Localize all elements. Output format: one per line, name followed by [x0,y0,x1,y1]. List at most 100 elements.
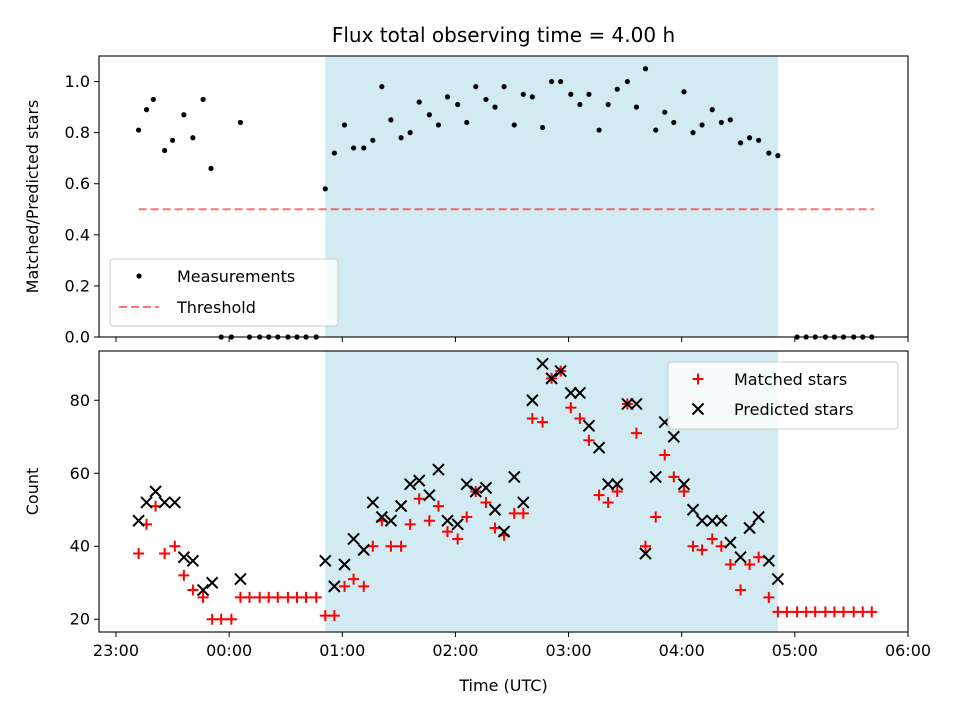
legend-x-icon [691,402,705,416]
data-point-measurements [727,117,733,123]
data-point-predicted-stars [469,485,482,498]
data-point-measurements [398,135,404,141]
data-point-matched-stars [583,434,595,446]
data-point-measurements [718,119,724,126]
data-point-measurements [136,127,142,133]
y-tick-label: 0.6 [65,174,90,193]
data-point-measurements [150,96,156,103]
data-point-measurements [662,109,668,115]
data-point-measurements [766,150,772,156]
legend: Measurements Threshold [109,258,339,327]
data-point-matched-stars [611,486,623,497]
data-point-matched-stars [169,540,181,552]
y-tick-label: 80 [70,391,90,410]
chart-title: Flux total observing time = 4.00 h [332,23,675,47]
data-point-predicted-stars [677,477,691,491]
data-point-predicted-stars [573,386,587,400]
data-point-matched-stars [367,540,379,552]
data-point-measurements [681,89,687,95]
data-point-matched-stars [763,591,775,603]
data-point-matched-stars [630,427,642,439]
data-point-measurements [444,94,451,100]
legend-label: Threshold [176,298,256,317]
data-point-matched-stars [715,540,727,552]
data-point-matched-stars [310,591,322,603]
data-point-matched-stars [432,500,444,512]
data-point-measurements [237,119,244,126]
data-point-measurements [350,145,357,151]
y-tick-label: 0.2 [65,276,90,295]
x-tick-label: 23:00 [93,641,139,660]
data-point-predicted-stars [234,572,247,586]
data-point-measurements [169,137,176,143]
x-tick-label: 02:00 [432,641,478,660]
data-point-matched-stars [735,584,747,596]
data-point-measurements [181,112,187,118]
data-point-measurements [529,94,535,100]
data-point-matched-stars [328,610,340,622]
data-point-matched-stars [225,613,237,625]
data-point-predicted-stars [132,514,145,527]
data-point-predicted-stars [667,430,680,443]
data-point-predicted-stars [488,503,502,516]
data-point-measurements [341,122,348,128]
data-point-matched-stars [838,606,850,618]
top-axes: 0.0 0.2 0.4 0.6 0.8 1.0 Flux total observing t… [23,23,909,347]
data-point-predicted-stars [517,496,530,509]
legend: Matched stars Predicted stars [667,361,899,430]
data-point-matched-stars [696,544,708,556]
data-point-predicted-stars [762,554,776,568]
data-point-predicted-stars [394,499,408,513]
data-point-matched-stars [461,511,473,523]
legend-label: Matched stars [734,370,847,389]
data-point-predicted-stars [526,394,539,407]
data-point-predicted-stars [412,474,426,487]
data-point-predicted-stars [582,419,596,433]
data-point-matched-stars [133,548,145,560]
data-point-measurements [379,84,385,90]
data-point-measurements [501,84,507,90]
data-point-matched-stars [404,518,416,530]
axes-frame [98,55,909,338]
data-point-measurements [577,101,583,108]
legend-plus-icon [692,373,704,385]
y-tick-label: 60 [70,464,90,483]
data-point-measurements [586,91,592,97]
data-point-matched-stars [159,548,171,560]
data-point-predicted-stars [649,470,662,484]
data-point-predicted-stars [734,550,747,564]
data-point-predicted-stars [508,470,521,484]
data-point-measurements [331,150,337,156]
data-point-measurements [511,122,517,128]
data-point-measurements [143,107,150,113]
data-point-matched-stars [706,533,718,545]
data-point-predicted-stars [432,463,445,476]
data-point-measurements [539,124,546,131]
data-point-predicted-stars [724,536,737,549]
legend-box [667,361,899,430]
data-point-measurements [653,127,659,133]
data-point-measurements [671,119,677,126]
data-point-matched-stars [593,489,605,501]
data-point-matched-stars [639,540,651,552]
y-tick-label: 20 [70,610,90,629]
legend-label: Predicted stars [734,400,854,419]
data-point-predicted-stars [460,477,473,491]
legend-dot-icon [136,273,142,279]
data-point-predicted-stars [771,572,785,586]
data-point-matched-stars [339,580,351,592]
data-point-matched-stars [358,580,370,592]
data-point-measurements [426,112,432,118]
data-point-matched-stars [781,606,793,618]
data-point-measurements [520,91,526,97]
data-point-matched-stars [678,486,690,497]
data-point-predicted-stars [158,496,171,509]
y-axis-label: Count [23,468,42,516]
data-point-predicted-stars [752,510,765,524]
data-point-measurements [633,104,640,110]
data-point-measurements [492,104,498,110]
x-tick-label: 01:00 [319,641,365,660]
data-point-predicted-stars [536,357,549,370]
data-point-measurements [455,101,461,108]
data-point-predicted-stars [545,372,558,385]
